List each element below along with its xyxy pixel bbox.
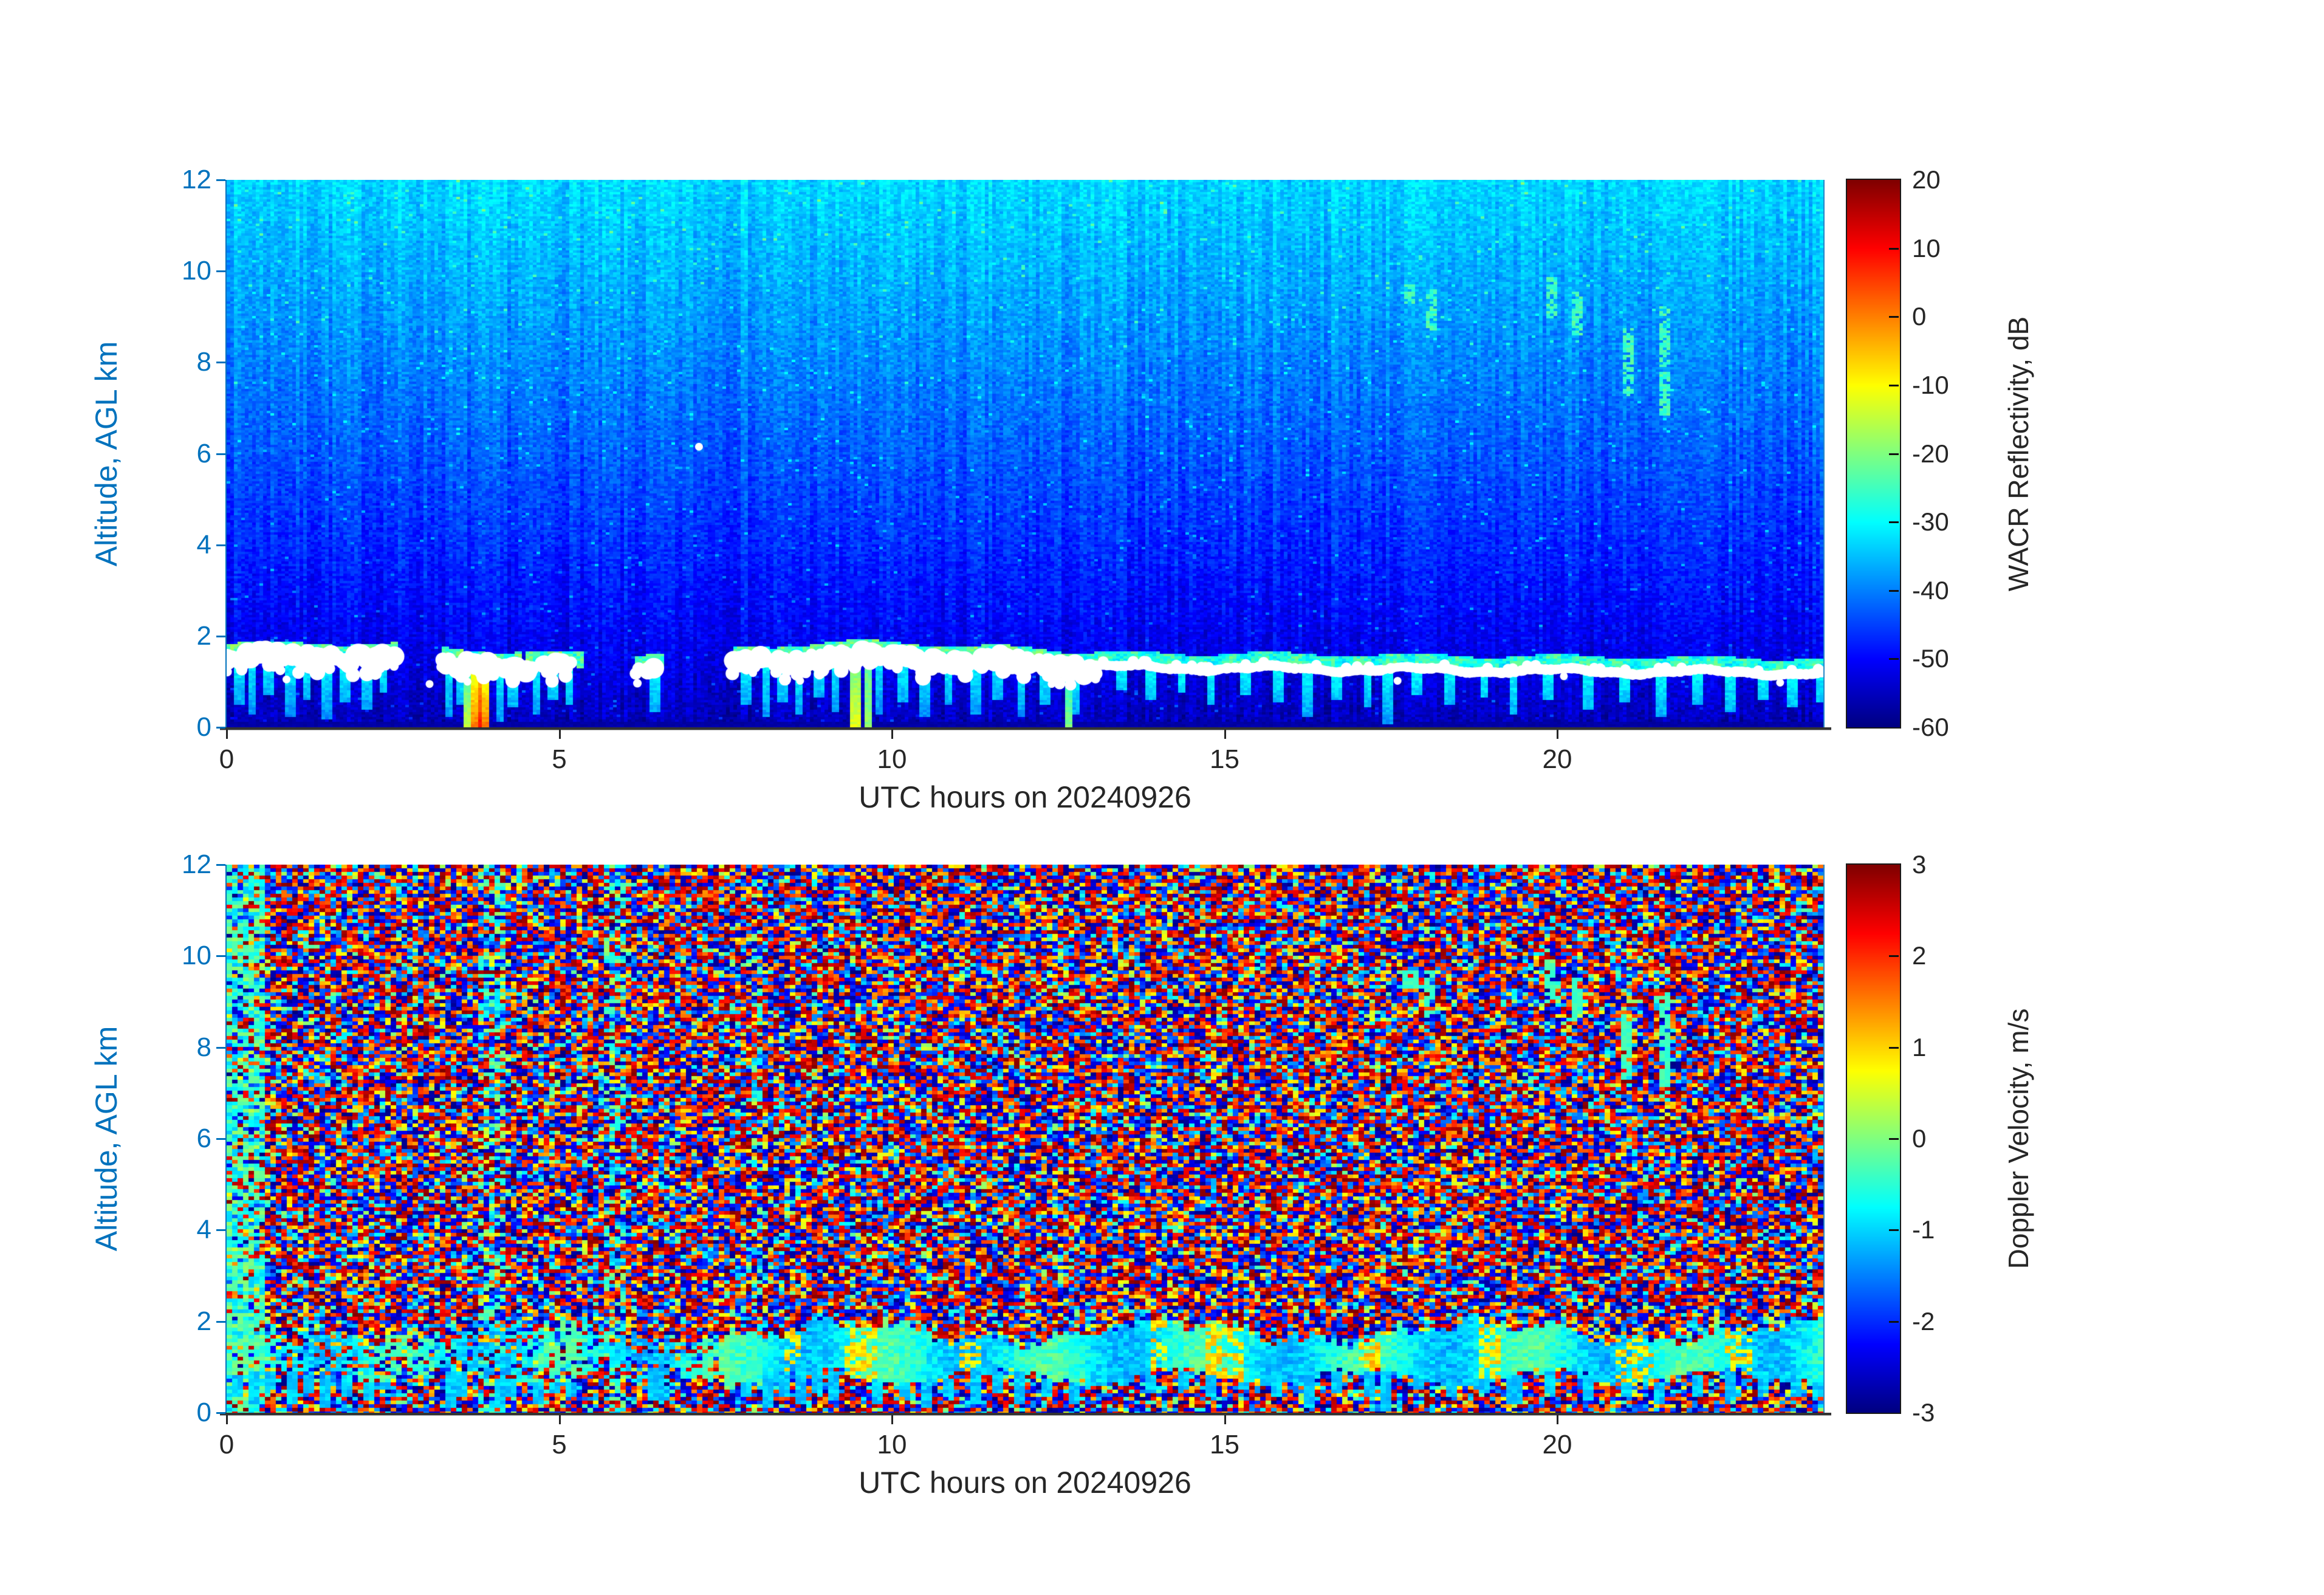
y-tick-mark [216, 544, 225, 546]
colorbar-tick-mark [1889, 589, 1899, 592]
colorbar-label: Doppler Velocity, m/s [2003, 1008, 2034, 1269]
y-tick-label: 10 [182, 256, 211, 286]
y-tick-mark [216, 635, 225, 637]
colorbar-tick-label: 10 [1912, 233, 1941, 262]
y-tick-mark [216, 179, 225, 181]
x-tick-mark [891, 730, 893, 739]
colorbar-tick-label: 1 [1912, 1032, 1927, 1062]
colorbar-tick-mark [1889, 316, 1899, 318]
x-tick-label: 15 [1210, 744, 1239, 774]
colorbar-tick-label: 0 [1912, 302, 1927, 331]
colorbar-label: WACR Reflectivity, dB [2003, 316, 2034, 591]
colorbar-tick-label: 20 [1912, 165, 1941, 194]
y-tick-mark [216, 453, 225, 455]
colorbar-tick-mark [1889, 1320, 1899, 1323]
y-axis-spine [225, 865, 227, 1413]
y-tick-label: 8 [196, 1032, 211, 1062]
x-axis-line [220, 1413, 1831, 1416]
colorbar-tick-mark [1889, 1229, 1899, 1232]
y-tick-label: 2 [196, 1306, 211, 1336]
colorbar-tick-label: -30 [1912, 507, 1949, 537]
y-tick-label: 4 [196, 1215, 211, 1245]
x-tick-mark [891, 1415, 893, 1424]
x-tick-label: 0 [219, 744, 235, 774]
colorbar-tick-mark [1889, 384, 1899, 386]
x-axis-line [220, 727, 1831, 730]
colorbar-tick-mark [1889, 247, 1899, 250]
y-tick-label: 6 [196, 438, 211, 468]
y-tick-mark [216, 955, 225, 958]
colorbar-tick-label: -20 [1912, 439, 1949, 468]
colorbar-tick-label: -3 [1912, 1398, 1935, 1427]
colorbar-tick-mark [1889, 1046, 1899, 1049]
colorbar-tick-label: -60 [1912, 713, 1949, 741]
colorbar-tick-label: -50 [1912, 644, 1949, 673]
y-tick-label: 12 [182, 849, 211, 879]
x-tick-mark [226, 730, 228, 739]
colorbar-tick-label: -2 [1912, 1306, 1935, 1336]
y-tick-label: 12 [182, 165, 211, 194]
x-tick-mark [1224, 1415, 1226, 1424]
colorbar-tick-mark [1889, 658, 1899, 660]
y-tick-label: 0 [196, 1398, 211, 1427]
y-tick-label: 0 [196, 712, 211, 742]
x-tick-mark [1557, 1415, 1558, 1424]
y-tick-label: 2 [196, 620, 211, 651]
colorbar-tick-label: 2 [1912, 941, 1927, 970]
y-tick-mark [216, 727, 225, 729]
y-axis-right-spine [1823, 865, 1825, 1413]
y-tick-mark [216, 362, 225, 364]
colorbar-tick-label: -10 [1912, 370, 1949, 399]
colorbar-tick-mark [1889, 955, 1899, 958]
x-tick-mark [1224, 730, 1226, 739]
x-tick-label: 5 [552, 744, 567, 774]
x-tick-label: 5 [552, 1430, 567, 1460]
y-tick-mark [216, 1138, 225, 1140]
colorbar-tick-label: -40 [1912, 575, 1949, 605]
x-tick-label: 10 [877, 744, 907, 774]
y-axis-right-spine [1823, 180, 1825, 727]
x-tick-label: 20 [1542, 744, 1572, 774]
x-tick-mark [558, 1415, 561, 1424]
x-tick-mark [558, 730, 561, 739]
y-axis-spine [225, 180, 227, 727]
x-tick-label: 10 [877, 1430, 907, 1460]
x-axis-label: UTC hours on 20240926 [859, 1466, 1191, 1500]
y-tick-label: 6 [196, 1123, 211, 1153]
colorbar-tick-mark [1889, 1138, 1899, 1140]
x-tick-label: 20 [1542, 1430, 1572, 1460]
y-tick-mark [216, 1412, 225, 1414]
colorbar-tick-label: -1 [1912, 1215, 1935, 1244]
y-tick-mark [216, 1046, 225, 1049]
y-tick-label: 4 [196, 529, 211, 560]
y-tick-label: 10 [182, 941, 211, 971]
x-tick-label: 15 [1210, 1430, 1239, 1460]
x-tick-mark [226, 1415, 228, 1424]
reflectivity-heatmap [227, 180, 1823, 727]
x-axis-label: UTC hours on 20240926 [859, 780, 1191, 814]
x-tick-mark [1557, 730, 1558, 739]
y-tick-mark [216, 864, 225, 866]
y-tick-mark [216, 1229, 225, 1232]
colorbar-tick-mark [1889, 521, 1899, 524]
velocity-heatmap [227, 865, 1823, 1413]
x-tick-label: 0 [219, 1430, 235, 1460]
colorbar-tick-mark [1889, 453, 1899, 455]
y-tick-mark [216, 270, 225, 273]
colorbar-tick-label: 0 [1912, 1124, 1927, 1153]
colorbar-tick-label: 3 [1912, 850, 1927, 879]
y-tick-label: 8 [196, 347, 211, 377]
y-tick-mark [216, 1320, 225, 1323]
